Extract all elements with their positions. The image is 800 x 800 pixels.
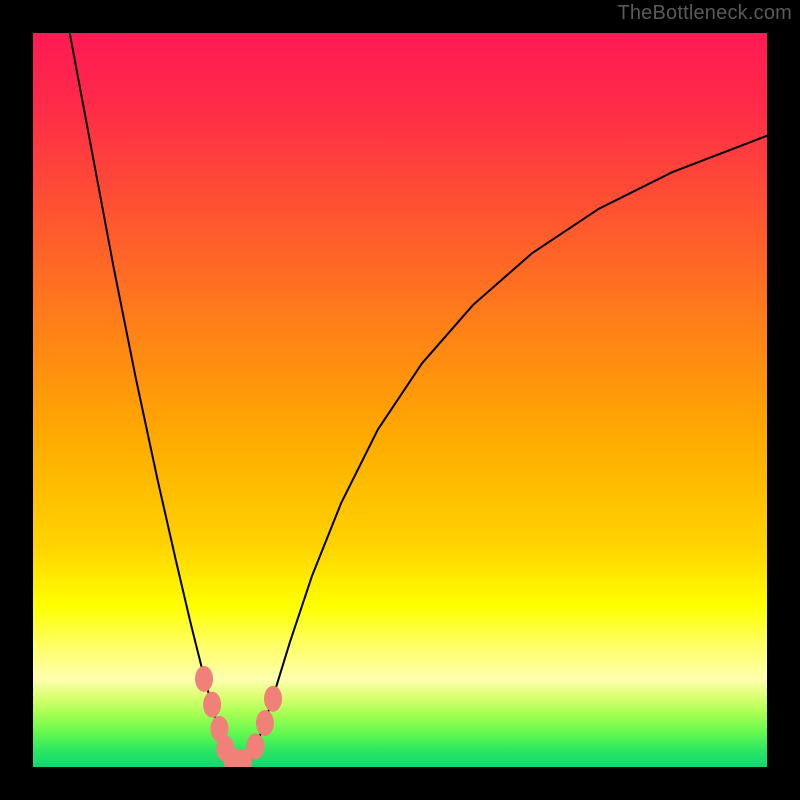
data-marker xyxy=(264,686,282,712)
data-marker xyxy=(195,666,213,692)
gradient-background xyxy=(33,33,767,767)
data-marker xyxy=(246,733,264,759)
watermark-text: TheBottleneck.com xyxy=(617,2,792,25)
plot-svg xyxy=(33,33,767,767)
data-marker xyxy=(256,710,274,736)
data-marker xyxy=(203,692,221,718)
plot-area xyxy=(33,33,767,767)
chart-container: TheBottleneck.com xyxy=(0,0,800,800)
